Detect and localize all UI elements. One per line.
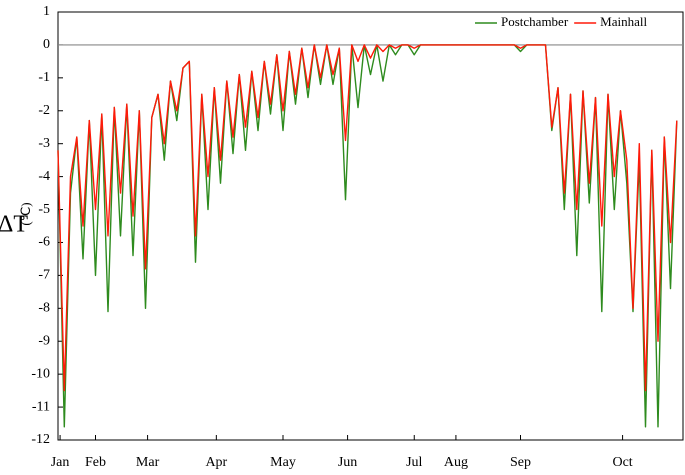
series-line: [57, 44, 678, 392]
y-tick-label: -1: [38, 70, 50, 85]
x-tick-label: Jan: [51, 455, 70, 470]
x-tick-label: Jun: [338, 455, 357, 470]
x-tick-label: Apr: [205, 455, 227, 470]
x-tick-label: Jul: [406, 455, 422, 470]
y-axis-unit: (℃): [18, 202, 33, 225]
y-tick-label: -9: [38, 333, 50, 348]
x-tick-label: Sep: [510, 455, 531, 470]
y-tick-label: -10: [31, 366, 50, 381]
y-axis-label: ΔT: [0, 212, 28, 238]
plot-frame: [57, 11, 684, 441]
y-tick-label: -8: [38, 301, 50, 316]
y-tick-label: 0: [43, 37, 50, 52]
y-tick-label: -12: [31, 432, 50, 447]
y-tick-label: -2: [38, 103, 50, 118]
y-tick-label: -3: [38, 136, 50, 151]
series-line: [57, 44, 678, 428]
x-tick-label: May: [270, 455, 296, 470]
y-tick-label: -6: [38, 235, 50, 250]
y-tick-label: -4: [38, 169, 50, 184]
y-tick-label: -7: [38, 268, 50, 283]
y-tick-label: -5: [38, 202, 50, 217]
x-tick-label: Feb: [85, 455, 106, 470]
x-tick-label: Aug: [444, 455, 468, 470]
y-tick-label: 1: [43, 4, 50, 19]
y-tick-label: -11: [32, 399, 50, 414]
x-tick-label: Mar: [136, 455, 160, 470]
legend-label: Mainhall: [600, 14, 647, 29]
x-tick-label: Oct: [612, 455, 632, 470]
legend-label: Postchamber: [501, 14, 569, 29]
